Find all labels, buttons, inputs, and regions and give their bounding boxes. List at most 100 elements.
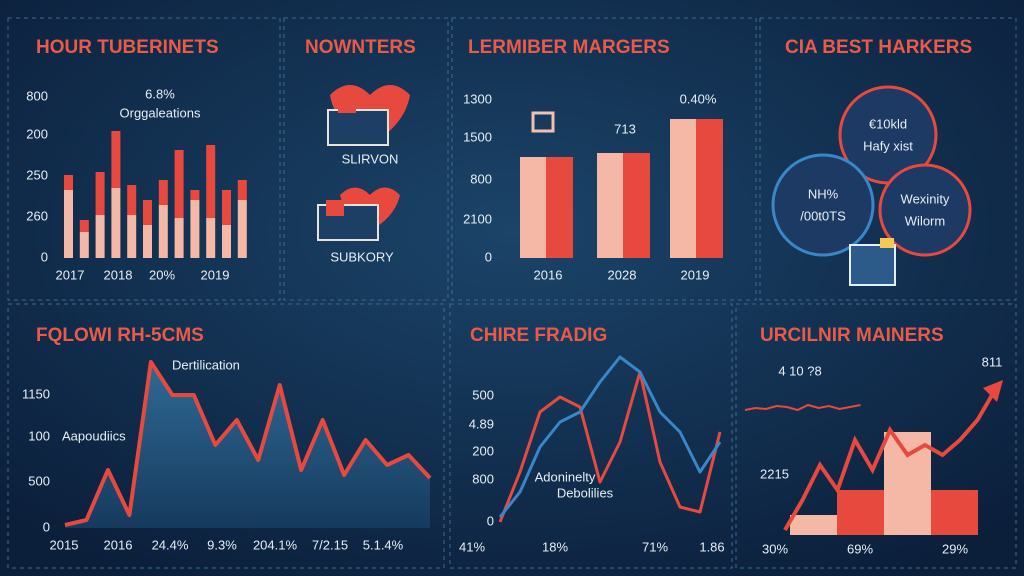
bar-lower xyxy=(79,232,89,258)
bar xyxy=(884,432,931,535)
bar xyxy=(670,119,697,258)
x-tick-label: 2019 xyxy=(681,267,710,282)
x-tick-label: 20% xyxy=(149,267,175,282)
area xyxy=(65,362,430,528)
annotation: Debolilies xyxy=(557,485,614,500)
y-tick-label: 100 xyxy=(28,428,50,443)
x-tick-label: 29% xyxy=(942,541,968,556)
node-label: Hafy xist xyxy=(863,138,913,153)
bar-lower xyxy=(237,200,247,258)
y-label: 2215 xyxy=(760,466,789,481)
line xyxy=(498,355,722,518)
icon-label: SLIRVON xyxy=(342,151,399,166)
panel-title: LERMIBER MARGERS xyxy=(468,37,670,58)
bar-lower xyxy=(190,200,200,258)
y-tick-label: 4.89 xyxy=(469,416,494,431)
x-tick-label: 9.3% xyxy=(207,537,237,552)
y-tick-label: 500 xyxy=(28,473,50,488)
bar xyxy=(546,157,573,258)
bar-upper xyxy=(143,200,152,225)
icon-label: SUBKORY xyxy=(330,249,394,264)
annotation: Aapoudiics xyxy=(62,428,126,443)
y-tick-label: 2100 xyxy=(463,211,492,226)
bar-lower xyxy=(111,188,121,258)
bar xyxy=(696,119,723,258)
big-number: 811 xyxy=(982,354,1003,369)
y-tick-label: 1300 xyxy=(463,91,492,106)
x-tick-label: 2028 xyxy=(608,267,637,282)
y-tick-label: 0 xyxy=(43,519,50,534)
icons xyxy=(317,85,972,286)
node-label: Wilorm xyxy=(905,213,945,228)
bar-lower xyxy=(158,205,168,258)
bar-lower xyxy=(206,218,216,258)
annotation: Adoninelty xyxy=(535,469,596,484)
x-tick-label: 24.4% xyxy=(152,537,189,552)
y-tick-label: 800 xyxy=(472,471,494,486)
y-tick-label: 0 xyxy=(41,249,48,264)
node-label: NH% xyxy=(808,186,839,201)
bar-upper xyxy=(111,131,121,188)
x-tick-label: 2017 xyxy=(56,267,85,282)
bar-upper xyxy=(237,180,247,200)
x-tick-label: 1.86 xyxy=(699,539,724,554)
subtitle: Orggaleations xyxy=(120,105,201,120)
bar xyxy=(623,153,650,258)
annotation: Dertilication xyxy=(172,357,240,372)
y-tick-label: 1500 xyxy=(463,129,492,144)
bar-lower xyxy=(127,215,137,258)
y-tick-label: 250 xyxy=(26,167,48,182)
bar-upper xyxy=(64,175,73,190)
line xyxy=(498,370,722,523)
bar-lower xyxy=(143,225,152,258)
panel-title: CIA BEST HARKERS xyxy=(785,37,972,58)
trend-line xyxy=(783,388,997,532)
bar-upper xyxy=(206,145,216,218)
x-tick-label: 7/2.15 xyxy=(312,537,348,552)
panel-title: NOWNTERS xyxy=(305,37,416,58)
bar-lower xyxy=(174,218,184,258)
arrow-head xyxy=(983,380,1003,402)
bar-upper xyxy=(79,220,89,232)
panel-title: URCILNIR MAINERS xyxy=(760,325,944,346)
node-label: €10kld xyxy=(869,116,907,131)
bar-upper xyxy=(158,180,168,205)
x-tick-label: 2015 xyxy=(50,537,79,552)
bar-upper xyxy=(174,150,184,218)
bar-lower xyxy=(222,225,231,258)
annotation: 713 xyxy=(614,121,636,136)
bar xyxy=(790,515,837,535)
bar-upper xyxy=(190,190,200,200)
panel-title: FQLOWI RH-5CMS xyxy=(36,325,204,346)
sparkline xyxy=(744,403,861,412)
annotation: 6.8% xyxy=(145,86,175,101)
y-tick-label: 200 xyxy=(472,443,494,458)
x-tick-label: 2018 xyxy=(104,267,133,282)
y-tick-label: 200 xyxy=(26,126,48,141)
panel-borders xyxy=(7,17,1017,569)
bar xyxy=(837,490,884,535)
bar xyxy=(931,490,978,535)
line xyxy=(64,360,432,527)
y-tick-label: 1150 xyxy=(22,386,50,401)
x-tick-label: 71% xyxy=(642,539,668,554)
bar-upper xyxy=(222,190,231,225)
node-label: Wexinity xyxy=(901,191,950,206)
bar-upper xyxy=(127,185,137,215)
x-tick-label: 2016 xyxy=(104,537,133,552)
annotation: 0.40% xyxy=(680,91,717,106)
panel-title: HOUR TUBERINETS xyxy=(36,37,219,58)
x-tick-label: 2016 xyxy=(534,267,563,282)
panel-title: CHIRE FRADIG xyxy=(470,325,607,346)
x-tick-label: 204.1% xyxy=(253,537,298,552)
y-tick-label: 500 xyxy=(472,387,494,402)
y-tick-label: 800 xyxy=(470,171,492,186)
bar-upper xyxy=(95,172,105,215)
node-label: /00t0TS xyxy=(800,208,846,223)
y-tick-label: 0 xyxy=(487,513,494,528)
header: 4 10 ?8 xyxy=(778,363,821,378)
y-tick-label: 260 xyxy=(26,208,48,223)
x-tick-label: 30% xyxy=(762,541,788,556)
bar-lower xyxy=(95,215,105,258)
